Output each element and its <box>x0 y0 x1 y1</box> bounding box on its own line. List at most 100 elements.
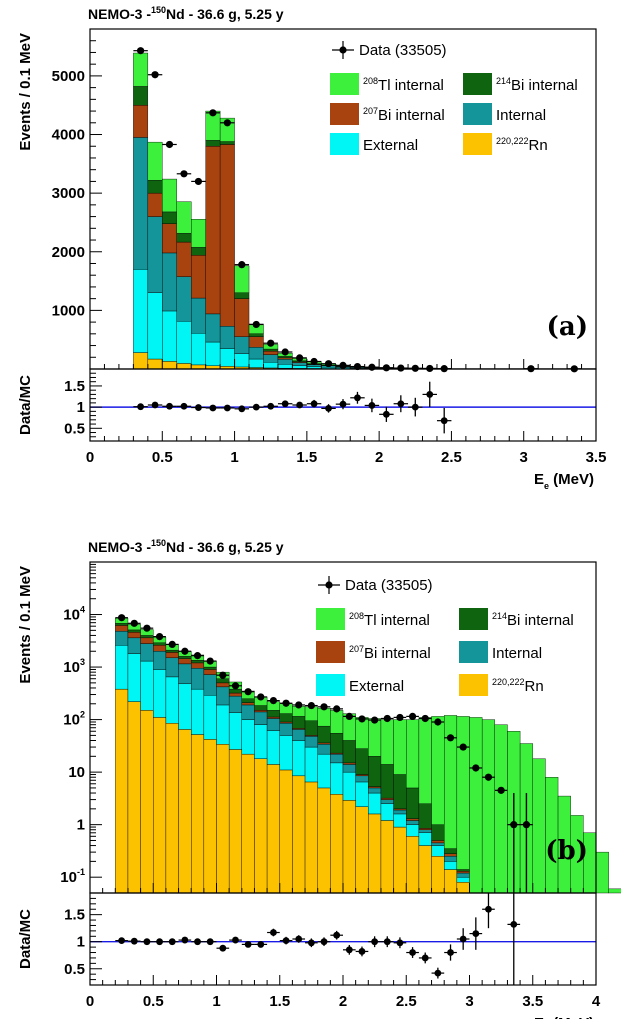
y-tick-label-3: 102 <box>63 710 85 729</box>
ratio-point-30 <box>510 920 518 928</box>
data-point-10 <box>281 348 289 356</box>
bar-5-6 <box>219 117 235 142</box>
bar-0-13 <box>279 769 293 894</box>
bar-1-16 <box>317 753 331 789</box>
bar-5-27 <box>456 716 470 870</box>
bar-4-7 <box>203 666 217 670</box>
data-point-15 <box>353 362 362 371</box>
data-point-7 <box>206 657 214 665</box>
legend-data-label: Data (33505) <box>345 577 433 594</box>
ratio-point-1 <box>130 937 138 945</box>
data-point-27 <box>459 743 467 751</box>
bar-4-0 <box>133 86 149 106</box>
bar-1-4 <box>190 333 206 366</box>
ratio-point-5 <box>209 404 217 412</box>
bar-2-13 <box>279 723 293 736</box>
data-point-20 <box>371 716 379 724</box>
bar-4-3 <box>153 642 167 646</box>
bar-0-15 <box>304 781 318 894</box>
bar-2-26 <box>444 856 458 862</box>
x-axis-label: Eγ (MeV) <box>534 1015 594 1019</box>
bar-2-15 <box>304 736 318 748</box>
bar-1-18 <box>342 771 356 801</box>
bar-2-22 <box>393 809 407 815</box>
bar-1-25 <box>431 845 445 857</box>
data-point-2 <box>143 624 151 632</box>
bar-4-19 <box>355 748 369 775</box>
bar-5-29 <box>481 719 495 894</box>
bar-2-3 <box>153 651 167 670</box>
y-tick-label-5: 104 <box>63 605 85 624</box>
bar-1-1 <box>147 292 163 360</box>
data-point-0 <box>118 614 126 622</box>
bar-3-3 <box>176 241 192 277</box>
stacked-histogram <box>133 52 597 370</box>
x-tick-label-1: 0.5 <box>143 993 164 1010</box>
y-tick-label-2: 10 <box>68 764 85 781</box>
bar-1-17 <box>330 762 344 795</box>
bar-3-23 <box>406 818 420 821</box>
data-point-32 <box>522 821 531 829</box>
bar-1-12 <box>306 366 322 369</box>
ratio-point-12 <box>310 400 318 408</box>
x-tick-label-3: 1.5 <box>296 449 317 466</box>
bar-1-6 <box>219 348 235 367</box>
bar-5-39 <box>608 888 621 894</box>
bar-3-0 <box>115 625 129 632</box>
bar-5-24 <box>418 717 432 804</box>
ratio-point-9 <box>232 936 239 944</box>
ratio-point-22 <box>396 939 404 947</box>
y-tick-label-0: 1000 <box>52 302 85 319</box>
bar-5-23 <box>406 719 420 789</box>
ratio-point-26 <box>447 949 454 956</box>
ratio-point-11 <box>296 401 304 409</box>
bar-0-25 <box>431 856 445 894</box>
bar-2-10 <box>277 359 293 365</box>
bar-4-6 <box>190 660 205 664</box>
bar-5-4 <box>190 219 206 248</box>
ratio-point-14 <box>339 400 347 408</box>
data-point-14 <box>295 701 303 709</box>
bar-0-1 <box>147 358 163 370</box>
bar-1-2 <box>140 660 154 711</box>
ratio-point-15 <box>354 394 361 402</box>
ratio-y-tick-label-1: 1 <box>77 934 85 951</box>
bar-1-8 <box>248 358 264 368</box>
bar-0-26 <box>444 869 458 894</box>
bar-5-16 <box>317 707 331 727</box>
bar-1-8 <box>216 704 230 745</box>
ratio-point-4 <box>195 404 202 411</box>
bar-4-10 <box>277 356 293 359</box>
data-point-6 <box>193 652 202 660</box>
bar-1-0 <box>115 645 129 690</box>
bar-4-8 <box>216 678 230 684</box>
bar-4-8 <box>248 333 264 337</box>
ratio-point-13 <box>325 404 332 412</box>
legend-label-4: External <box>363 137 418 154</box>
ratio-point-19 <box>358 948 366 955</box>
x-tick-label-8: 4 <box>592 993 601 1010</box>
bar-4-5 <box>205 140 221 147</box>
bar-2-6 <box>219 326 235 349</box>
bar-0-10 <box>241 753 255 894</box>
bar-4-15 <box>304 720 318 736</box>
bar-2-17 <box>330 753 344 764</box>
data-point-6 <box>223 119 231 127</box>
x-tick-label-6: 3 <box>465 993 473 1010</box>
bar-4-4 <box>190 247 206 256</box>
bar-1-0 <box>133 269 149 353</box>
chart-title: NEMO-3 -150Nd - 36.6 g, 5.25 y <box>88 5 284 22</box>
bar-4-5 <box>178 656 192 659</box>
data-point-16 <box>368 363 376 371</box>
bar-2-10 <box>241 704 255 720</box>
data-point-3 <box>155 633 164 641</box>
legend-swatch-3 <box>463 103 492 125</box>
bar-2-0 <box>133 137 149 270</box>
bar-3-12 <box>266 716 280 719</box>
bar-3-21 <box>380 797 394 800</box>
legend-label-5: 220,222Rn <box>492 677 544 695</box>
bar-3-3 <box>153 645 167 652</box>
y-axis-label: Events / 0.1 MeV <box>17 566 34 684</box>
bar-4-18 <box>342 740 356 764</box>
